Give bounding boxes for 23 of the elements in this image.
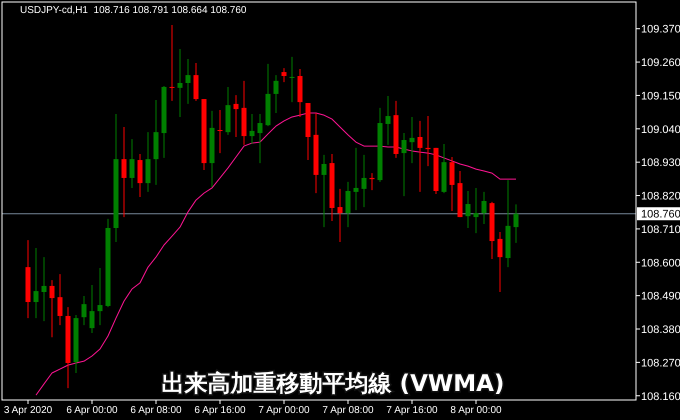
x-tick-label: 7 Apr 08:00 — [322, 405, 374, 416]
y-tick-label: 108.380 — [641, 324, 680, 336]
x-tick-label: 6 Apr 16:00 — [194, 405, 246, 416]
y-tick-label: 109.260 — [641, 57, 680, 70]
y-tick-label: 109.150 — [641, 90, 680, 102]
x-tick-label: 3 Apr 2020 — [4, 405, 53, 416]
annotation: USDJPY-cd,H1 108.716 108.791 108.664 108.760 — [20, 5, 247, 16]
x-tick-label: 6 Apr 08:00 — [130, 405, 182, 416]
y-tick-label: 108.270 — [641, 357, 680, 370]
y-tick-label: 108.710 — [641, 224, 680, 236]
y-tick-label: 109.370 — [641, 24, 680, 36]
y-tick-label: 108.820 — [641, 190, 680, 203]
y-tick-label: 108.930 — [641, 157, 680, 170]
x-tick-label: 7 Apr 00:00 — [258, 405, 310, 416]
x-tick-label: 6 Apr 00:00 — [66, 405, 118, 416]
x-tick-label: 8 Apr 00:00 — [450, 405, 502, 416]
ref-line-label: 108.760 — [641, 208, 680, 221]
x-tick-label: 7 Apr 16:00 — [386, 405, 438, 416]
y-tick-label: 109.040 — [641, 124, 680, 136]
y-tick-label: 108.600 — [641, 257, 680, 270]
y-tick-label: 108.490 — [641, 290, 680, 303]
y-tick-label: 108.160 — [641, 390, 680, 403]
text: 出来高加重移動平均線 (VWMA) — [162, 370, 504, 397]
